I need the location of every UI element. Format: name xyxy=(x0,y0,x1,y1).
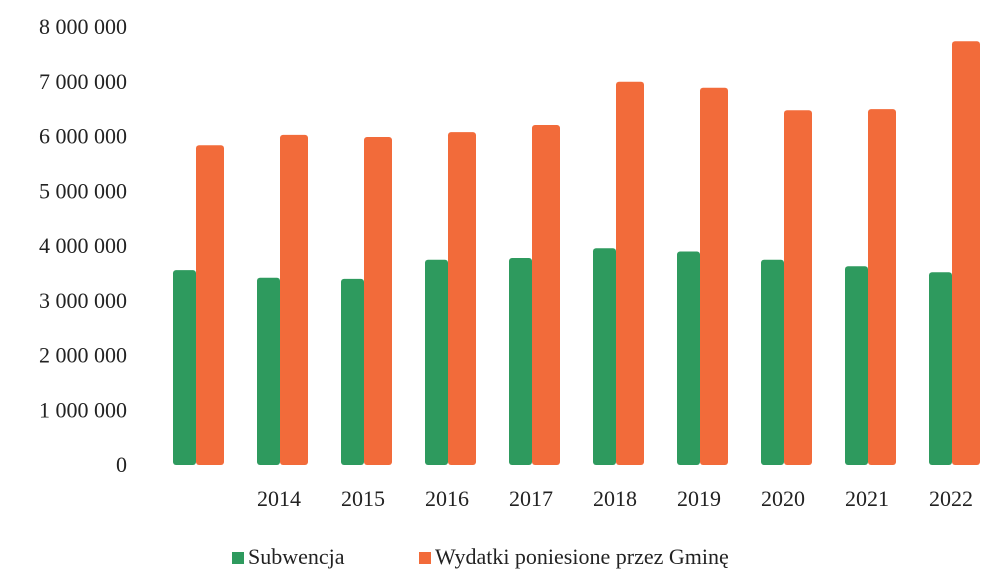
bar xyxy=(616,81,644,465)
bar xyxy=(280,134,308,466)
y-tick-label: 1 000 000 xyxy=(39,397,127,422)
bar xyxy=(509,258,532,465)
bar xyxy=(257,277,280,465)
x-tick-label: 2017 xyxy=(509,486,553,511)
bar xyxy=(425,259,448,465)
x-tick-label: 2018 xyxy=(593,486,637,511)
legend-swatch xyxy=(232,552,244,564)
bar xyxy=(845,266,868,465)
x-tick-label: 2021 xyxy=(845,486,889,511)
bar xyxy=(868,109,896,465)
bar xyxy=(448,132,476,465)
x-tick-label: 2022 xyxy=(929,486,973,511)
y-tick-label: 3 000 000 xyxy=(39,288,127,313)
y-tick-label: 7 000 000 xyxy=(39,69,127,94)
bar xyxy=(952,41,980,466)
x-tick-label: 2015 xyxy=(341,486,385,511)
legend-label: Subwencja xyxy=(248,544,345,569)
bar xyxy=(929,272,952,465)
x-tick-label: 2016 xyxy=(425,486,469,511)
bar xyxy=(341,278,364,465)
bar xyxy=(532,125,560,465)
bar xyxy=(784,110,812,465)
y-tick-label: 6 000 000 xyxy=(39,124,127,149)
y-tick-label: 0 xyxy=(116,452,127,477)
y-tick-label: 5 000 000 xyxy=(39,178,127,203)
y-tick-label: 4 000 000 xyxy=(39,233,127,258)
bar xyxy=(593,248,616,465)
bar xyxy=(677,251,700,465)
legend-swatch xyxy=(419,552,431,564)
bar xyxy=(761,259,784,465)
y-tick-label: 8 000 000 xyxy=(39,14,127,39)
x-tick-label: 2019 xyxy=(677,486,721,511)
legend-label: Wydatki poniesione przez Gminę xyxy=(435,544,729,569)
bar xyxy=(173,270,196,465)
bar xyxy=(364,137,392,466)
x-tick-label: 2020 xyxy=(761,486,805,511)
bar xyxy=(700,87,728,466)
bar xyxy=(196,145,224,465)
x-tick-label: 2014 xyxy=(257,486,301,511)
y-tick-label: 2 000 000 xyxy=(39,343,127,368)
